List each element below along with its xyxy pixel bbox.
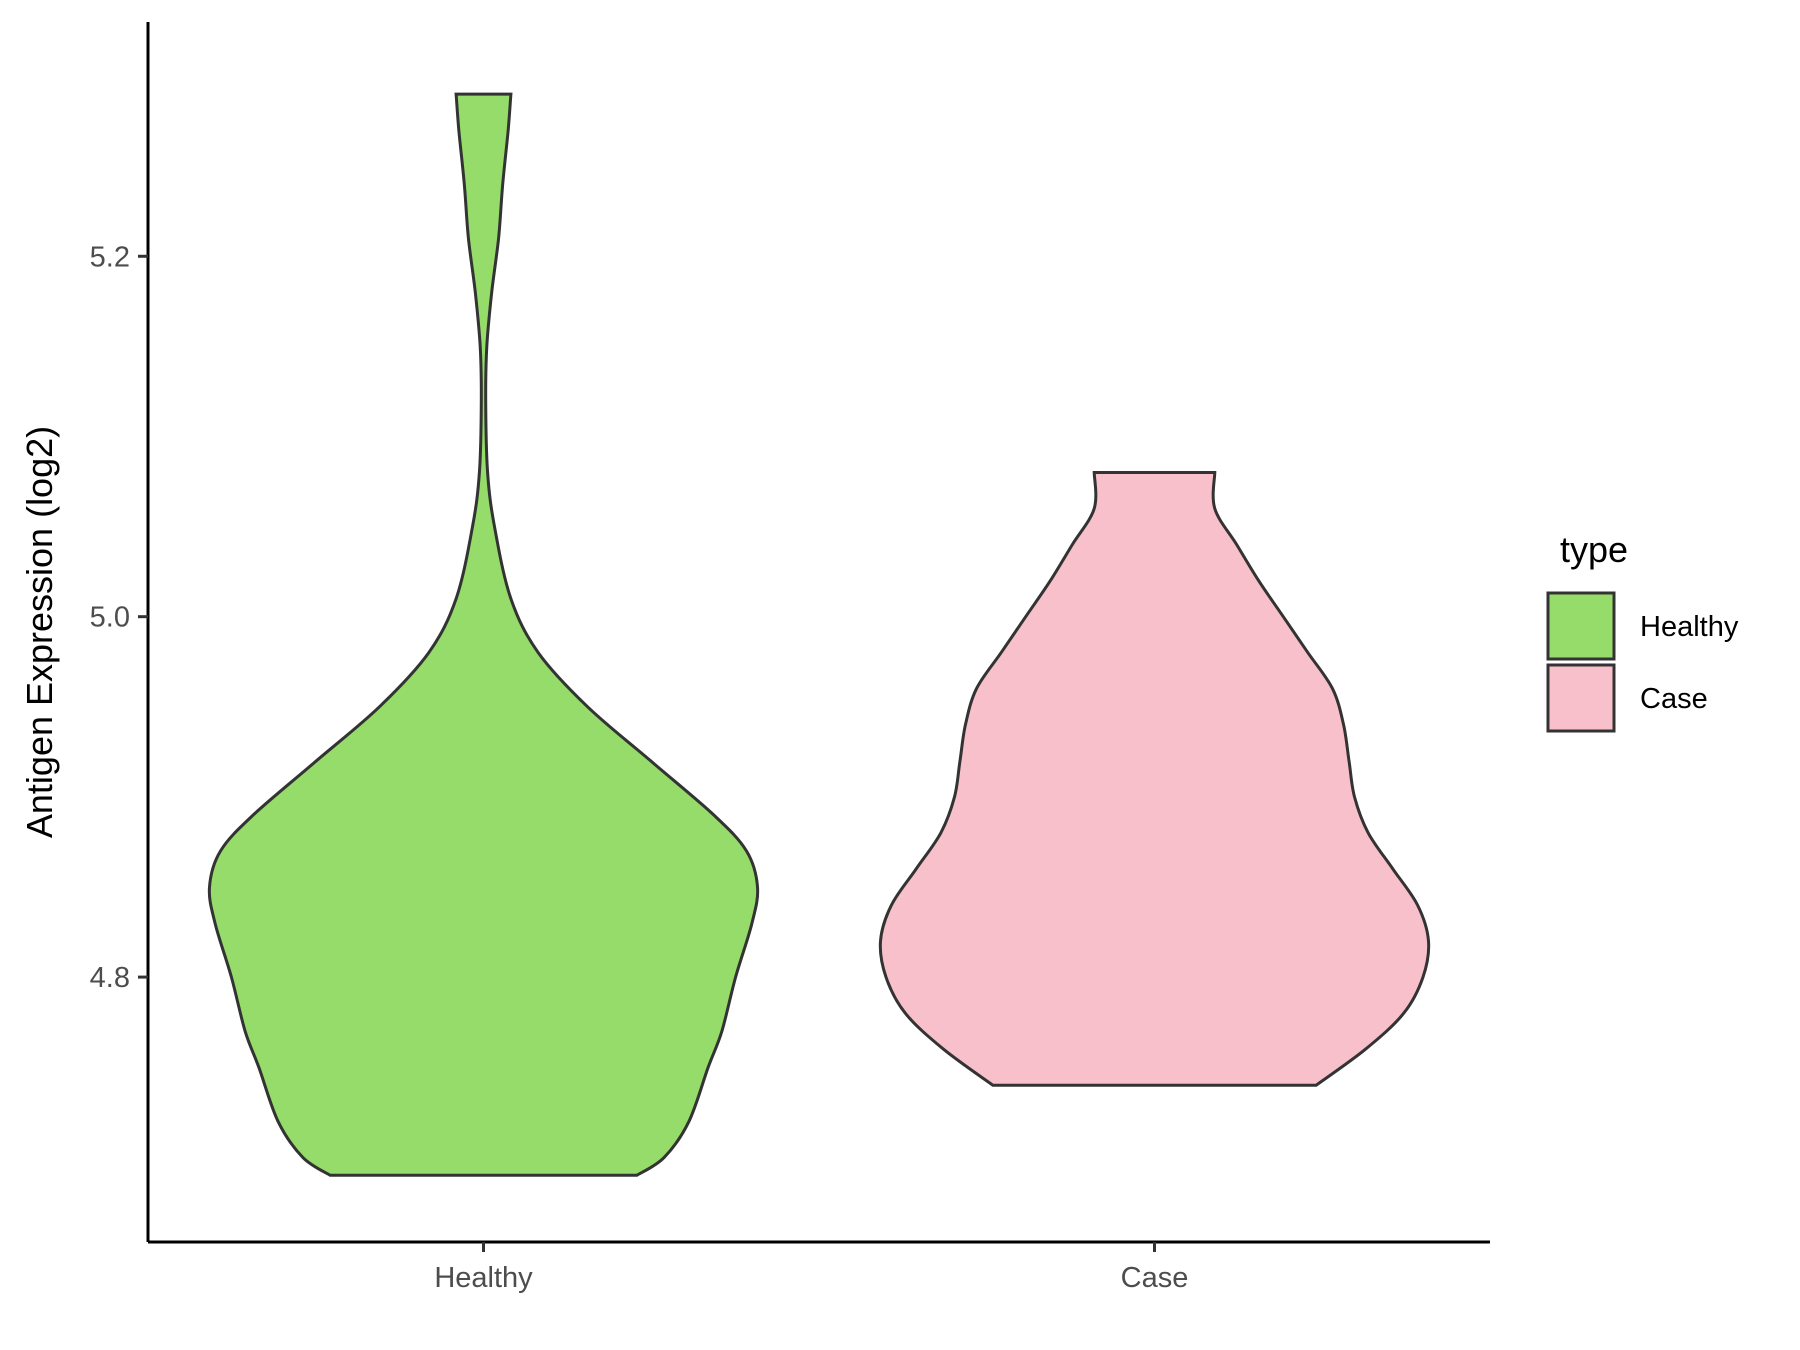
x-tick-label: Healthy: [434, 1262, 533, 1294]
y-tick-label: 5.2: [90, 241, 130, 273]
violins-group: [207, 92, 1431, 1177]
x-ticks-group: Healthy Case: [434, 1242, 1188, 1294]
axes-group: [146, 22, 1490, 1244]
legend-title: type: [1560, 529, 1628, 570]
y-tick-label: 4.8: [90, 962, 130, 994]
legend-key-healthy: [1546, 591, 1616, 661]
violin-case: [878, 471, 1431, 1087]
y-tick-label: 5.0: [90, 602, 130, 634]
y-ticks-group: 4.8 5.0 5.2: [90, 241, 148, 994]
y-axis-title: Antigen Expression (log2): [19, 426, 60, 838]
legend-label-case: Case: [1640, 683, 1708, 715]
legend-key-case: [1546, 663, 1616, 733]
legend: type Healthy Case: [1546, 529, 1739, 733]
x-tick-label: Case: [1121, 1262, 1189, 1294]
legend-label-healthy: Healthy: [1640, 611, 1739, 643]
legend-entries: Healthy Case: [1546, 591, 1739, 733]
violin-healthy: [207, 92, 760, 1177]
